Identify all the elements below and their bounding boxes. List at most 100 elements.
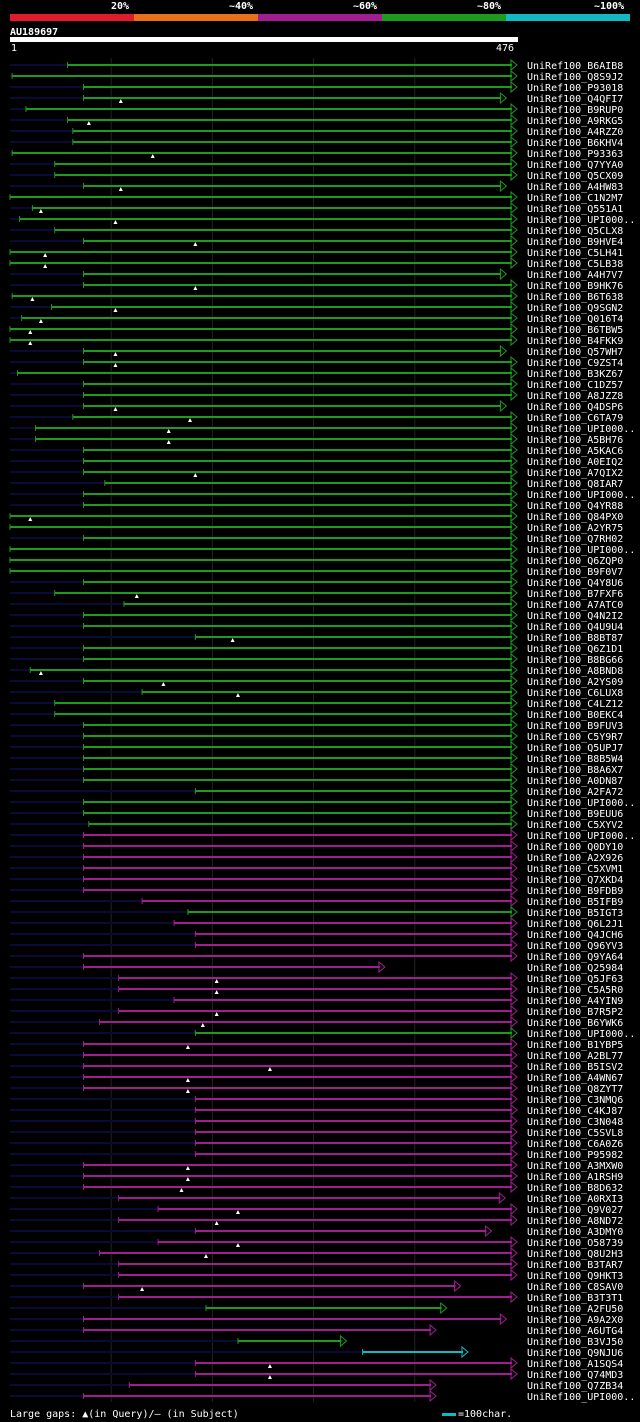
alignment-arrow <box>510 553 518 567</box>
hit-label: UniRef100_B8D632 <box>527 1183 623 1194</box>
query-gap-marker <box>193 473 198 477</box>
query-gap-marker <box>193 286 198 290</box>
alignment-arrow <box>510 1081 518 1095</box>
alignment-arrow <box>510 916 518 930</box>
hit-label: UniRef100_Q551A1 <box>527 204 623 215</box>
hit-label: UniRef100_UPI000.. <box>527 831 635 842</box>
alignment-arrow <box>440 1301 448 1315</box>
ruler-end-label: 476 <box>496 43 515 54</box>
query-gap-marker <box>267 1067 272 1071</box>
query-gap-marker <box>28 341 33 345</box>
alignment-arrow <box>510 289 518 303</box>
alignment-arrow <box>499 267 508 281</box>
hit-label: UniRef100_B5ISV2 <box>527 1062 623 1073</box>
query-gap-marker <box>134 594 139 598</box>
alignment-arrow <box>510 201 518 215</box>
alignment-arrow <box>510 1136 518 1150</box>
hit-label: UniRef100_Q74MD3 <box>527 1370 623 1381</box>
alignment-arrow <box>510 1246 518 1260</box>
hit-label: UniRef100_B5IGT3 <box>527 908 623 919</box>
alignment-arrow <box>510 377 518 391</box>
alignment-arrow <box>499 344 508 358</box>
alignment-arrow <box>510 1048 518 1062</box>
query-gap-marker <box>185 1089 190 1093</box>
hit-label: UniRef100_B0EKC4 <box>527 710 623 721</box>
alignment-arrow <box>510 245 518 259</box>
hit-label: UniRef100_Q8IAR7 <box>527 479 623 490</box>
hit-label: UniRef100_A4WN67 <box>527 1073 623 1084</box>
hit-label: UniRef100_Q4U9U4 <box>527 622 623 633</box>
hit-label: UniRef100_B5IFB9 <box>527 897 623 908</box>
hit-label: UniRef100_B4FKK9 <box>527 336 623 347</box>
hit-label: UniRef100_A6UTG4 <box>527 1326 623 1337</box>
query-gap-marker <box>166 429 171 433</box>
alignment-arrow <box>510 1004 518 1018</box>
alignment-arrow <box>510 597 518 611</box>
query-gap-marker <box>214 979 219 983</box>
hit-label: UniRef100_P93018 <box>527 83 623 94</box>
alignment-arrow <box>510 542 518 556</box>
query-gap-marker <box>235 693 240 697</box>
legend-bar-purple <box>258 14 382 21</box>
query-gap-marker <box>166 440 171 444</box>
hit-label: UniRef100_A7QIX2 <box>527 468 623 479</box>
query-gap-marker <box>185 1166 190 1170</box>
hit-label: UniRef100_B9F0V7 <box>527 567 623 578</box>
query-gap-marker <box>161 682 166 686</box>
alignment-arrow <box>484 1224 493 1238</box>
alignment-arrow <box>510 212 518 226</box>
hit-label: UniRef100_C6A0Z6 <box>527 1139 623 1150</box>
query-gap-marker <box>38 319 43 323</box>
alignment-arrow <box>510 773 518 787</box>
hit-label: UniRef100_B6TBW5 <box>527 325 623 336</box>
query-gap-marker <box>86 121 91 125</box>
hit-label: UniRef100_B7R5P2 <box>527 1007 623 1018</box>
hit-label: UniRef100_A7ATC0 <box>527 600 623 611</box>
alignment-arrow <box>510 685 518 699</box>
query-gap-marker <box>118 187 123 191</box>
alignment-arrow <box>429 1323 437 1337</box>
hit-label: UniRef100_Q4DSP6 <box>527 402 623 413</box>
alignment-arrow <box>499 91 508 105</box>
alignment-arrow <box>510 674 518 688</box>
hit-label: UniRef100_C3NMQ6 <box>527 1095 623 1106</box>
alignment-arrow <box>510 223 518 237</box>
query-gap-marker <box>188 418 193 422</box>
alignment-arrow <box>510 564 518 578</box>
alignment-arrow <box>340 1334 348 1348</box>
alignment-arrow <box>510 795 518 809</box>
hit-label: UniRef100_A0RXI3 <box>527 1194 623 1205</box>
alignment-arrow <box>510 113 518 127</box>
alignment-arrow <box>510 861 518 875</box>
alignment-arrow <box>510 1103 518 1117</box>
hit-label: UniRef100_C6TA79 <box>527 413 623 424</box>
hit-label: UniRef100_Q9V027 <box>527 1205 623 1216</box>
hit-label: UniRef100_A2FA72 <box>527 787 623 798</box>
hit-label: UniRef100_Q7ZB34 <box>527 1381 623 1392</box>
hit-label: UniRef100_B9FUV3 <box>527 721 623 732</box>
hit-label: UniRef100_A4HW83 <box>527 182 623 193</box>
hit-label: UniRef100_B9HVE4 <box>527 237 623 248</box>
alignment-arrow <box>510 784 518 798</box>
hit-label: UniRef100_Q016T4 <box>527 314 623 325</box>
hit-label: UniRef100_Q5CLX8 <box>527 226 623 237</box>
alignment-arrow <box>510 531 518 545</box>
hit-label: UniRef100_A2FU50 <box>527 1304 623 1315</box>
hit-label: UniRef100_Q5JF63 <box>527 974 623 985</box>
alignment-arrow <box>510 894 518 908</box>
hit-label: UniRef100_B7FXF6 <box>527 589 623 600</box>
alignment-arrow <box>510 465 518 479</box>
query-gap-marker <box>30 297 35 301</box>
alignment-arrow <box>510 971 518 985</box>
query-gap-marker <box>267 1375 272 1379</box>
scale-text: =100char. <box>458 1409 513 1420</box>
hit-label: UniRef100_A2YS09 <box>527 677 623 688</box>
alignment-arrow <box>510 498 518 512</box>
alignment-arrow <box>510 1147 518 1161</box>
hit-label: UniRef100_Q7XKD4 <box>527 875 623 886</box>
hit-label: UniRef100_B3VJ50 <box>527 1337 623 1348</box>
alignment-arrow <box>510 58 518 72</box>
alignment-arrow <box>510 828 518 842</box>
alignment-arrow <box>510 300 518 314</box>
